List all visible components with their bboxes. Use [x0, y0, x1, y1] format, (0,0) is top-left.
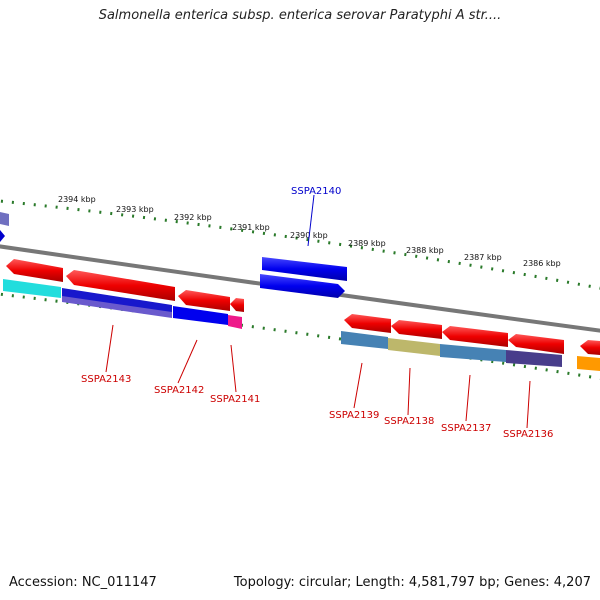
category-block: [3, 279, 61, 298]
category-block: [388, 338, 440, 356]
kbp-label: 2387 kbp: [464, 253, 502, 262]
accession-text: Accession: NC_011147: [9, 575, 157, 590]
gene-arrow: [262, 257, 347, 281]
gene-label-sspa2137[interactable]: SSPA2137: [441, 423, 491, 434]
kbp-label: 2394 kbp: [58, 195, 96, 204]
kbp-label: 2386 kbp: [523, 259, 561, 268]
gene-label-sspa2138[interactable]: SSPA2138: [384, 416, 434, 427]
gene-label-sspa2140[interactable]: SSPA2140: [291, 186, 341, 197]
gene-arrow: [391, 320, 442, 339]
partial-feature: [0, 212, 9, 226]
category-block: [228, 315, 242, 329]
category-block: [341, 331, 388, 349]
category-block: [506, 350, 562, 367]
partial-feature: [0, 230, 5, 242]
gene-arrow: [66, 270, 175, 301]
gene-label-sspa2136[interactable]: SSPA2136: [503, 429, 553, 440]
gene-arrow: [580, 340, 600, 355]
category-block: [62, 296, 172, 318]
gene-arrow: [178, 290, 230, 311]
gene-label-sspa2139[interactable]: SSPA2139: [329, 410, 379, 421]
gene-arrow: [344, 314, 391, 333]
category-block: [577, 356, 600, 371]
kbp-label: 2391 kbp: [232, 223, 270, 232]
gene-arrow: [260, 274, 345, 298]
kbp-label: 2393 kbp: [116, 205, 154, 214]
gene-arrow: [230, 298, 244, 312]
gene-label-sspa2142[interactable]: SSPA2142: [154, 385, 204, 396]
category-block: [440, 344, 506, 362]
map-title: Salmonella enterica subsp. enterica sero…: [98, 8, 502, 23]
gene-label-sspa2143[interactable]: SSPA2143: [81, 374, 131, 385]
leader-lines: [105, 194, 531, 429]
topology-summary: Topology: circular; Length: 4,581,797 bp…: [233, 575, 591, 590]
gene-arrow: [442, 326, 508, 347]
gene-label-sspa2141[interactable]: SSPA2141: [210, 394, 260, 405]
gene-arrow: [6, 259, 63, 282]
gene-arrow: [508, 334, 564, 354]
kbp-label: 2392 kbp: [174, 213, 212, 222]
category-block: [173, 306, 228, 325]
kbp-label: 2389 kbp: [348, 239, 386, 248]
kbp-label: 2388 kbp: [406, 246, 444, 255]
scale-ruler-outer: [0, 199, 600, 290]
